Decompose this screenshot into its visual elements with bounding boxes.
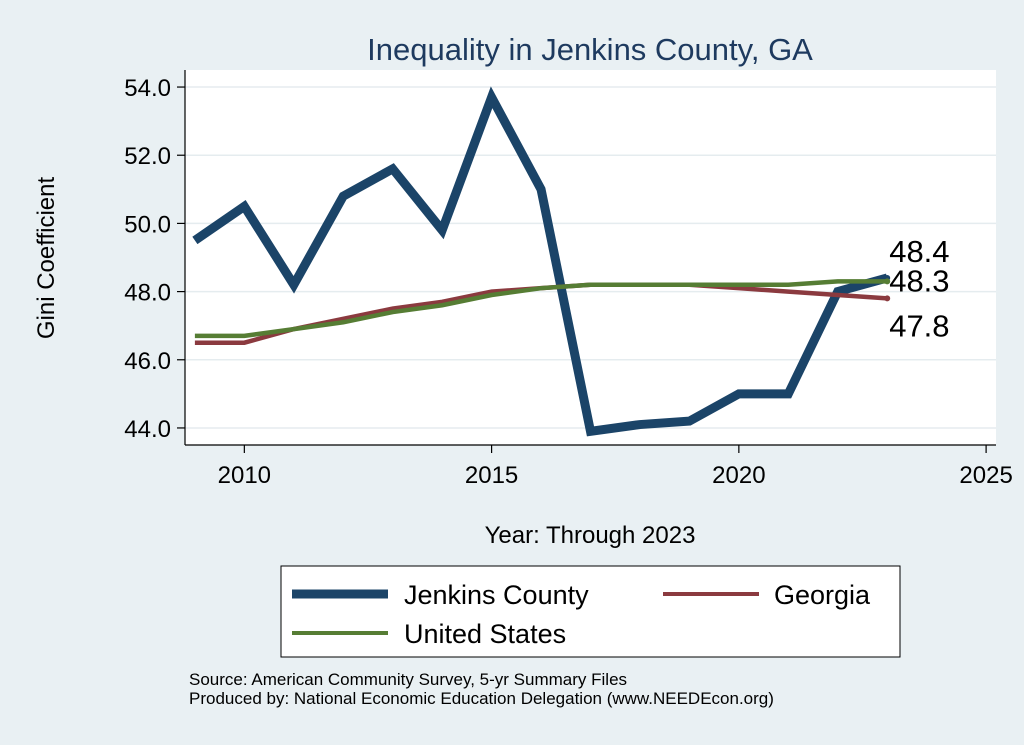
legend-label-georgia: Georgia <box>774 580 871 610</box>
y-axis-label: Gini Coefficient <box>33 177 60 340</box>
legend-label-us: United States <box>404 619 566 649</box>
legend: Jenkins County Georgia United States <box>280 565 901 658</box>
chart-title: Inequality in Jenkins County, GA <box>367 32 813 67</box>
legend-box <box>280 565 901 658</box>
y-tick-label: 52.0 <box>124 143 171 170</box>
y-tick-label: 46.0 <box>124 348 171 375</box>
x-axis-label: Year: Through 2023 <box>485 522 696 549</box>
legend-label-jenkins: Jenkins County <box>404 580 589 610</box>
end-labels: 48.4 47.8 48.3 <box>889 234 949 343</box>
x-tick-label: 2015 <box>465 462 518 489</box>
source-line: Source: American Community Survey, 5-yr … <box>189 670 628 689</box>
end-label-united-states: 48.3 <box>889 263 949 298</box>
x-ticks: 2010 2015 2020 2025 <box>218 445 1013 489</box>
y-tick-label: 44.0 <box>124 416 171 443</box>
plot-area <box>185 70 996 445</box>
x-tick-label: 2010 <box>218 462 271 489</box>
y-tick-label: 54.0 <box>124 75 171 102</box>
series-lines <box>192 86 891 437</box>
gridlines <box>185 86 996 429</box>
x-tick-label: 2025 <box>959 462 1012 489</box>
y-ticks: 44.0 46.0 48.0 50.0 52.0 54.0 <box>124 75 185 443</box>
y-tick-label: 48.0 <box>124 280 171 307</box>
series-end-point <box>884 295 891 302</box>
end-label-georgia: 47.8 <box>889 308 949 343</box>
series-line-united-states <box>194 279 888 339</box>
series-line-jenkins-county <box>192 86 889 437</box>
series-end-point <box>884 278 891 285</box>
produced-by-line: Produced by: National Economic Education… <box>189 689 774 708</box>
y-tick-label: 50.0 <box>124 211 171 238</box>
source-note: Source: American Community Survey, 5-yr … <box>189 670 774 708</box>
x-tick-label: 2020 <box>712 462 765 489</box>
end-label-jenkins-county: 48.4 <box>889 234 949 269</box>
